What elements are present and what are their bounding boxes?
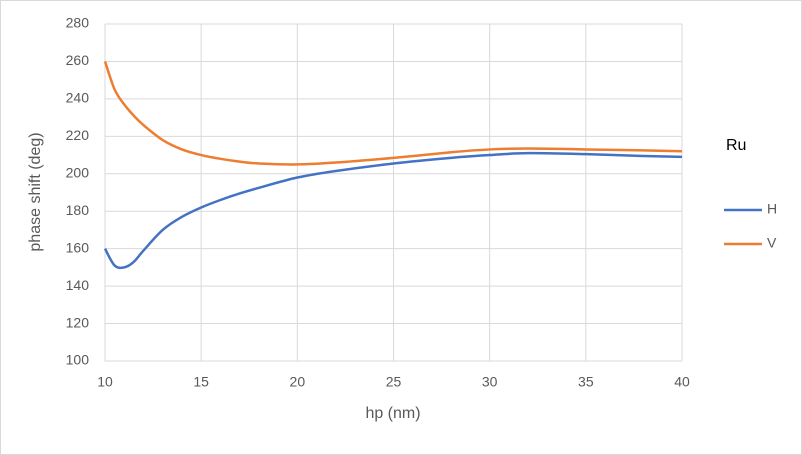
series-line [103, 151, 683, 270]
x-tick-label: 35 [578, 374, 594, 390]
y-tick-label: 160 [66, 239, 90, 255]
y-tick-label: 140 [66, 277, 90, 293]
x-tick-label: 25 [386, 374, 402, 390]
y-tick-label: 120 [66, 314, 90, 330]
y-tick-label: 200 [66, 164, 90, 180]
y-axis-label: phase shift (deg) [27, 132, 44, 251]
y-tick-label: 180 [66, 202, 90, 218]
series-line [103, 61, 683, 166]
legend-label: H [767, 201, 777, 217]
x-tick-label: 20 [290, 374, 306, 390]
x-tick-label: 40 [674, 374, 690, 390]
x-axis-label: hp (nm) [365, 405, 420, 422]
legend-title: Ru [726, 137, 746, 154]
x-tick-label: 10 [97, 374, 113, 390]
legend-label: V [767, 235, 777, 251]
y-tick-label: 220 [66, 127, 90, 143]
y-tick-label: 100 [66, 352, 90, 368]
x-tick-label: 15 [193, 374, 209, 390]
y-tick-label: 240 [66, 90, 90, 106]
y-tick-label: 260 [66, 52, 90, 68]
y-tick-label: 280 [66, 15, 90, 31]
x-tick-label: 30 [482, 374, 498, 390]
